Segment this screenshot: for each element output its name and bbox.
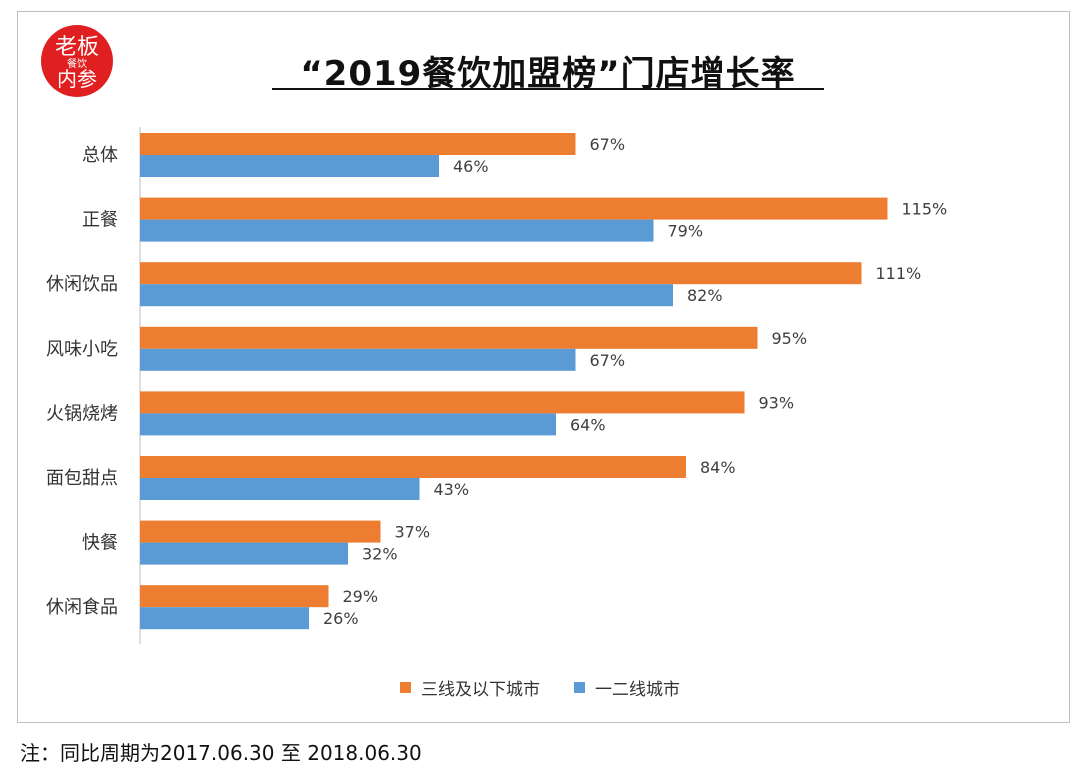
data-label: 26% bbox=[323, 609, 359, 628]
category-label: 正餐 bbox=[82, 210, 118, 231]
svg-text:老板: 老板 bbox=[55, 35, 99, 60]
category-label: 休闲饮品 bbox=[46, 274, 118, 295]
bar-chart: 总体 67% 46% 正餐 115% 79% 休闲饮品 111% 82% 风味小吃 95% 67% 火锅… bbox=[46, 127, 948, 645]
category-label: 快餐 bbox=[82, 533, 118, 554]
bar-tier12 bbox=[140, 155, 439, 177]
svg-text:餐饮: 餐饮 bbox=[67, 57, 87, 70]
data-label: 111% bbox=[876, 264, 922, 283]
bar-tier12 bbox=[140, 413, 556, 436]
bar-tier12 bbox=[140, 219, 654, 242]
bar-tier3 bbox=[140, 585, 329, 608]
legend-label-tier12: 一二线城市 bbox=[595, 679, 680, 700]
data-label: 79% bbox=[668, 222, 704, 241]
data-label: 67% bbox=[590, 135, 626, 154]
bar-tier12 bbox=[140, 478, 420, 500]
bar-tier3 bbox=[140, 326, 758, 349]
svg-text:内参: 内参 bbox=[57, 67, 97, 91]
data-label: 95% bbox=[772, 329, 808, 348]
bar-tier3 bbox=[140, 262, 862, 285]
data-label: 37% bbox=[395, 523, 431, 542]
data-label: 82% bbox=[687, 286, 723, 305]
legend-item-tier12: 一二线城市 bbox=[574, 675, 680, 700]
bar-tier12 bbox=[140, 348, 576, 371]
bar-tier3 bbox=[140, 520, 381, 543]
legend: 三线及以下城市 一二线城市 bbox=[0, 675, 1080, 700]
footnote: 注：同比周期为2017.06.30 至 2018.06.30 bbox=[20, 741, 422, 765]
legend-swatch-tier12 bbox=[574, 681, 585, 693]
data-label: 93% bbox=[759, 393, 795, 412]
bar-tier3 bbox=[140, 391, 745, 414]
data-label: 67% bbox=[590, 351, 626, 370]
bar-tier12 bbox=[140, 284, 673, 307]
bar-tier3 bbox=[140, 133, 576, 155]
legend-swatch-tier3 bbox=[400, 681, 411, 693]
category-label: 风味小吃 bbox=[46, 339, 118, 360]
bar-tier3 bbox=[140, 197, 888, 220]
data-label: 115% bbox=[902, 200, 948, 219]
category-label: 火锅烧烤 bbox=[46, 403, 118, 424]
title-underline bbox=[272, 88, 824, 90]
data-label: 46% bbox=[453, 157, 489, 176]
chart-title-wrap: “2019餐饮加盟榜”门店增长率 bbox=[272, 46, 824, 95]
bar-tier12 bbox=[140, 542, 348, 565]
legend-item-tier3: 三线及以下城市 bbox=[400, 675, 540, 700]
bar-tier12 bbox=[140, 607, 309, 630]
data-label: 29% bbox=[343, 587, 379, 606]
chart-title: “2019餐饮加盟榜”门店增长率 bbox=[300, 54, 796, 94]
data-label: 84% bbox=[700, 458, 736, 477]
bar-tier3 bbox=[140, 456, 686, 478]
data-label: 43% bbox=[434, 480, 470, 499]
logo-seal: 老板 餐饮 内参 bbox=[41, 25, 113, 97]
category-label: 休闲食品 bbox=[46, 597, 118, 618]
category-label: 面包甜点 bbox=[46, 468, 118, 489]
category-label: 总体 bbox=[82, 145, 118, 166]
data-label: 32% bbox=[362, 545, 398, 564]
legend-label-tier3: 三线及以下城市 bbox=[421, 679, 540, 700]
data-label: 64% bbox=[570, 415, 606, 434]
